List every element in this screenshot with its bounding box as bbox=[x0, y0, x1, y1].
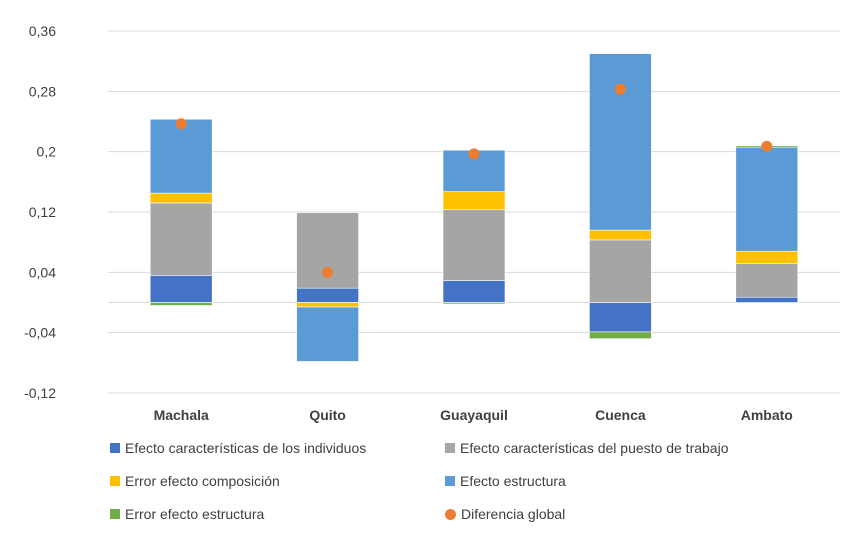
bar-segment bbox=[442, 191, 506, 211]
bar-segment bbox=[296, 306, 359, 362]
bar-segment bbox=[589, 239, 652, 303]
x-category-label: Guayaquil bbox=[440, 407, 508, 423]
bar-segment bbox=[442, 302, 506, 305]
legend: Efecto características de los individuos… bbox=[110, 440, 830, 522]
legend-swatch bbox=[445, 476, 455, 486]
bar-segment bbox=[149, 192, 213, 204]
legend-item-individuos: Efecto características de los individuos bbox=[110, 440, 445, 456]
y-tick-label: 0,28 bbox=[29, 83, 56, 99]
bar-segment bbox=[149, 202, 213, 276]
y-tick-label: 0,04 bbox=[29, 264, 56, 280]
x-category-label: Ambato bbox=[741, 407, 793, 423]
legend-marker bbox=[445, 508, 456, 520]
bar-segment bbox=[149, 275, 213, 303]
data-point bbox=[761, 140, 773, 152]
bar-segment bbox=[296, 361, 359, 363]
x-category-label: Machala bbox=[154, 407, 209, 423]
y-tick-label: -0,04 bbox=[24, 325, 56, 341]
legend-label: Diferencia global bbox=[461, 506, 566, 522]
legend-label: Error efecto composición bbox=[125, 473, 280, 489]
legend-label: Efecto estructura bbox=[460, 473, 566, 489]
bar-segment bbox=[589, 229, 652, 241]
data-point bbox=[614, 83, 626, 95]
legend-label: Efecto características del puesto de tra… bbox=[460, 440, 729, 456]
data-point bbox=[175, 118, 187, 130]
legend-item-estructura: Efecto estructura bbox=[445, 473, 805, 489]
bars bbox=[149, 53, 799, 363]
x-category-label: Cuenca bbox=[595, 407, 646, 423]
bar-segment bbox=[735, 262, 799, 298]
bar-segment bbox=[442, 280, 506, 303]
bar-segment bbox=[735, 146, 799, 252]
bar-segment bbox=[149, 302, 213, 306]
chart-plot: 0,36 0,28 0,2 0,12 0,04 -0,04 -0,12 Machala Quit… bbox=[24, 23, 840, 423]
bar-segment bbox=[296, 287, 359, 303]
legend-label: Error efecto estructura bbox=[125, 506, 265, 522]
points bbox=[175, 83, 773, 278]
axis-labels: 0,36 0,28 0,2 0,12 0,04 -0,04 -0,12 Machala Quit… bbox=[24, 23, 793, 423]
x-category-label: Quito bbox=[309, 407, 346, 423]
data-point bbox=[322, 266, 334, 278]
bar-segment bbox=[149, 118, 213, 194]
legend-swatch bbox=[110, 509, 120, 519]
data-point bbox=[468, 148, 480, 160]
legend-item-error-composicion: Error efecto composición bbox=[110, 473, 445, 489]
y-tick-label: -0,12 bbox=[24, 385, 56, 401]
legend-swatch bbox=[110, 476, 120, 486]
y-tick-label: 0,36 bbox=[29, 23, 56, 39]
legend-label: Efecto características de los individuos bbox=[125, 440, 367, 456]
y-tick-label: 0,2 bbox=[37, 144, 57, 160]
bar-segment bbox=[735, 296, 799, 303]
bar-segment bbox=[296, 302, 359, 308]
bar-segment bbox=[589, 53, 652, 231]
bar-segment bbox=[589, 302, 652, 333]
legend-swatch bbox=[445, 443, 455, 453]
bar-segment bbox=[442, 209, 506, 281]
legend-item-puesto: Efecto características del puesto de tra… bbox=[445, 440, 805, 456]
y-tick-label: 0,12 bbox=[29, 204, 56, 220]
legend-item-diferencia-global: Diferencia global bbox=[445, 506, 805, 522]
legend-item-error-estructura: Error efecto estructura bbox=[110, 506, 445, 522]
legend-swatch bbox=[110, 443, 120, 453]
bar-segment bbox=[735, 250, 799, 264]
bar-segment bbox=[589, 331, 652, 340]
